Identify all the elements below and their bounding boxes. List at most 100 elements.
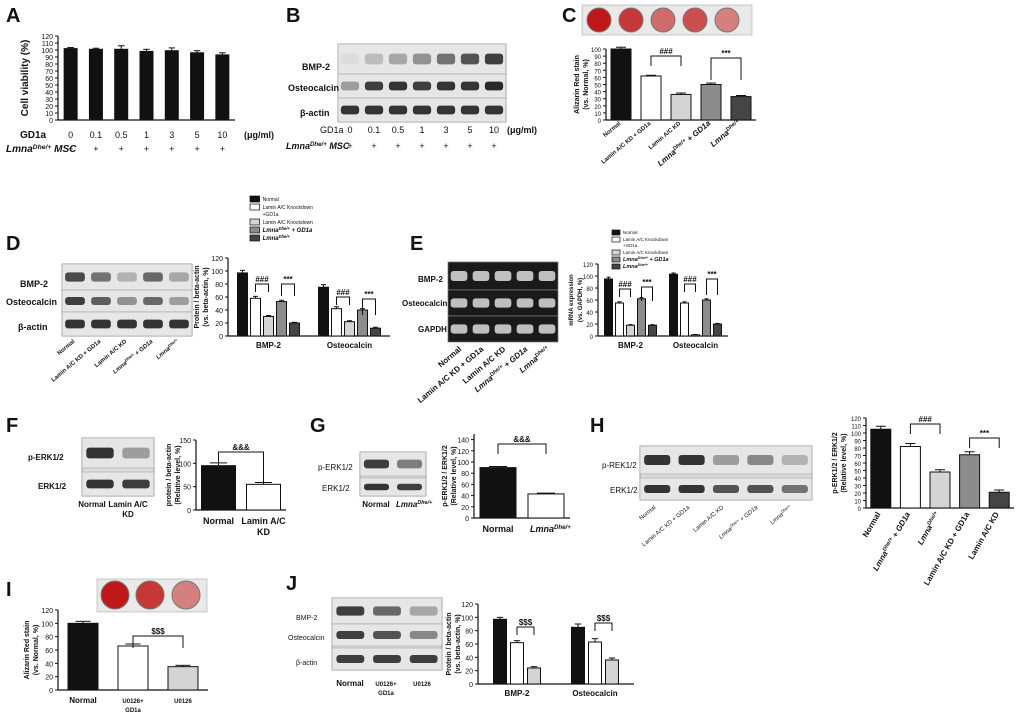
plus-sign: + bbox=[194, 144, 199, 154]
y-tick-label: 80 bbox=[854, 447, 861, 453]
y-tick-label: 40 bbox=[594, 91, 601, 97]
y-tick-label: 0 bbox=[219, 334, 223, 341]
y-tick-label: 120 bbox=[583, 263, 594, 269]
lane-label: LmnaDhe/+ bbox=[396, 500, 433, 509]
dose-label: 1 bbox=[419, 125, 424, 135]
blot-band bbox=[409, 606, 438, 616]
significance-label: $$$ bbox=[151, 627, 165, 636]
stained-well bbox=[100, 580, 130, 610]
lane-label: Normal bbox=[362, 500, 390, 509]
blot-band bbox=[364, 105, 384, 115]
y-tick-label: 10 bbox=[854, 500, 861, 506]
blot-band bbox=[494, 298, 512, 308]
significance-bracket bbox=[684, 283, 696, 292]
y-axis-label: mRNA expression bbox=[569, 274, 575, 326]
e-legend-label: Lamin A/C Knockdown bbox=[623, 237, 669, 242]
y-tick-label: 30 bbox=[854, 485, 861, 491]
blot-band bbox=[409, 631, 438, 639]
y-tick-label: 60 bbox=[586, 299, 593, 305]
band-label-osteocalcin: Osteocalcin bbox=[402, 299, 447, 308]
category-label: U0126+ bbox=[122, 699, 144, 705]
d-legend-label: Normal bbox=[263, 197, 279, 203]
blot-band bbox=[169, 297, 189, 305]
y-tick-label: 0 bbox=[187, 508, 191, 515]
blot-band bbox=[117, 319, 137, 329]
y-tick-label: 100 bbox=[583, 275, 594, 281]
label-base: Lmna bbox=[623, 264, 638, 270]
y-axis-label: Alizarin Red stain bbox=[24, 621, 31, 680]
category-label: U0126 bbox=[174, 699, 192, 705]
y-tick-label: 100 bbox=[591, 48, 602, 54]
y-tick-label: 0 bbox=[469, 682, 473, 689]
blot-band bbox=[712, 454, 740, 466]
blot-band bbox=[781, 454, 808, 466]
y-tick-label: 80 bbox=[465, 629, 473, 636]
significance-label: &&& bbox=[232, 443, 250, 452]
panel-letter: G bbox=[310, 415, 326, 437]
band-label-bmp2: BMP-2 bbox=[302, 62, 330, 72]
blot-band bbox=[91, 272, 111, 282]
band-label-prek: p-REK1/2 bbox=[602, 461, 637, 470]
bar bbox=[263, 316, 274, 337]
blot-band bbox=[396, 459, 423, 469]
y-tick-label: 40 bbox=[45, 661, 53, 668]
blot-band bbox=[460, 105, 480, 115]
bar bbox=[215, 54, 230, 121]
y-tick-label: 0 bbox=[858, 507, 862, 513]
category-label: Normal bbox=[69, 696, 97, 705]
d-legend-swatch bbox=[249, 203, 260, 211]
y-tick-label: 80 bbox=[215, 282, 223, 289]
bar bbox=[648, 324, 657, 337]
lane-label: Normal bbox=[57, 339, 77, 357]
bar bbox=[626, 324, 635, 337]
label-sup: Dhe/+ bbox=[638, 263, 649, 267]
dose-label: 0.5 bbox=[392, 125, 405, 135]
blot-band bbox=[436, 53, 456, 65]
lane-label: Lamin A/C KD bbox=[967, 510, 1001, 561]
bar bbox=[88, 48, 103, 121]
d-legend-label: Lamin A/C Knockdown bbox=[263, 220, 314, 226]
dose-label: 0 bbox=[347, 125, 352, 135]
y-tick-label: 20 bbox=[215, 321, 223, 328]
stained-well bbox=[171, 580, 201, 610]
y-axis-label-2: (vs. GAPDH, %) bbox=[578, 278, 584, 322]
blot-band bbox=[412, 81, 432, 91]
significance-label: *** bbox=[707, 270, 717, 279]
label-sup: Dhe/+ bbox=[554, 524, 571, 531]
category-label: Osteocalcin bbox=[327, 341, 372, 350]
bar bbox=[370, 327, 381, 337]
lane-label: Normal bbox=[78, 500, 106, 509]
panel-letter: I bbox=[6, 579, 12, 601]
blot-band bbox=[450, 324, 468, 334]
y-tick-label: 50 bbox=[854, 470, 861, 476]
y-tick-label: 50 bbox=[183, 485, 191, 492]
y-tick-label: 60 bbox=[594, 76, 601, 82]
y-tick-label: 20 bbox=[854, 492, 861, 498]
label-base: Lmna bbox=[530, 524, 554, 534]
y-tick-label: 40 bbox=[461, 494, 469, 501]
bar bbox=[276, 301, 287, 337]
significance-bracket bbox=[362, 298, 376, 315]
label-base: Lmna bbox=[263, 228, 280, 234]
bar bbox=[167, 666, 199, 691]
bar bbox=[610, 48, 632, 121]
label-sup: Dhe/+ bbox=[638, 256, 649, 260]
panel-letter: F bbox=[6, 415, 18, 437]
d-legend-label: Lamin A/C Knockdown bbox=[263, 205, 314, 211]
y-tick-label: 20 bbox=[594, 105, 601, 111]
plus-sign: + bbox=[93, 144, 98, 154]
d-legend-label: +GD1a bbox=[263, 212, 279, 218]
label-sup: Dhe/+ bbox=[123, 351, 135, 362]
bar bbox=[615, 302, 624, 337]
blot-band bbox=[388, 105, 408, 115]
y-tick-label: 10 bbox=[45, 111, 53, 118]
y-axis-label-2: (Relative level, %) bbox=[451, 446, 458, 505]
y-tick-label: 20 bbox=[45, 675, 53, 682]
significance-bracket bbox=[594, 622, 613, 631]
plus-sign: + bbox=[220, 144, 225, 154]
y-tick-label: 120 bbox=[41, 608, 53, 615]
lane-label: Normal bbox=[603, 121, 623, 139]
bar bbox=[164, 50, 179, 121]
bar bbox=[479, 467, 517, 519]
e-legend-swatch bbox=[611, 229, 621, 236]
